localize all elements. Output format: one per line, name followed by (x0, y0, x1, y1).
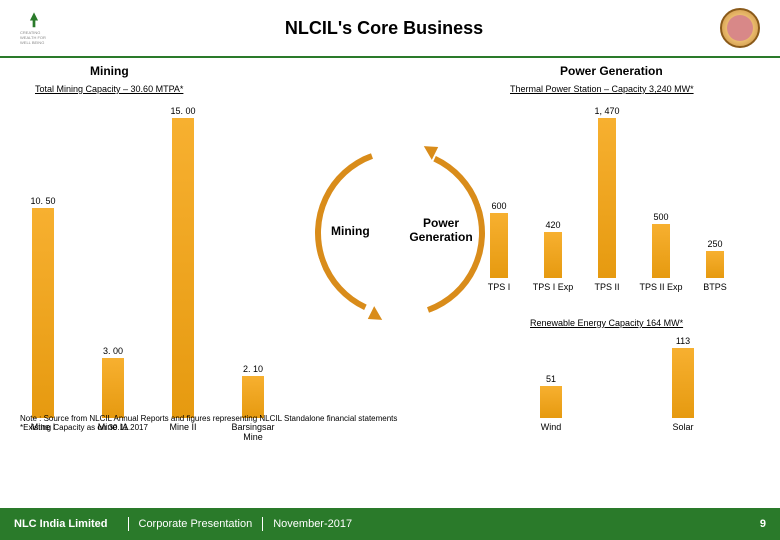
bar-category-label: TPS II Exp (638, 282, 684, 292)
bar (544, 232, 562, 278)
bar (598, 118, 616, 278)
nlc-logo-icon: CREATING WEALTH FOR WELL BEING (20, 11, 48, 45)
footnote: Note : Source from NLCIL Annual Reports … (20, 414, 397, 432)
thermal-header: Power Generation (560, 64, 663, 78)
bar-category-label: TPS I Exp (530, 282, 576, 292)
bar (490, 213, 508, 278)
footer-sep-icon (262, 517, 263, 531)
footer: NLC India Limited Corporate Presentation… (0, 508, 780, 540)
mining-header: Mining (90, 64, 129, 78)
bar (102, 358, 124, 418)
bar (672, 348, 694, 418)
center-diagram: Mining Power Generation (315, 148, 485, 318)
bar (652, 224, 670, 278)
bar-value-label: 2. 10 (232, 364, 274, 374)
footer-date: November-2017 (273, 518, 352, 530)
mining-subheader: Total Mining Capacity – 30.60 MTPA* (35, 84, 183, 94)
bar (32, 208, 54, 418)
content-area: Mining Total Mining Capacity – 30.60 MTP… (0, 58, 780, 478)
footnote-line1: Note : Source from NLCIL Annual Reports … (20, 414, 397, 423)
bar-value-label: 10. 50 (22, 196, 64, 206)
center-left-label: Mining (331, 224, 370, 238)
renewable-subheader: Renewable Energy Capacity 164 MW* (530, 318, 683, 328)
header: CREATING WEALTH FOR WELL BEING NLCIL's C… (0, 0, 780, 58)
logo-subtitle: CREATING WEALTH FOR WELL BEING (20, 30, 48, 45)
center-right-label: Power Generation (405, 216, 477, 244)
bar-value-label: 51 (530, 374, 572, 384)
footnote-line2: *Existing Capacity as on 30.11.2017 (20, 423, 397, 432)
bar-category-label: TPS II (584, 282, 630, 292)
footer-page: 9 (760, 518, 766, 530)
bar (706, 251, 724, 278)
page-title: NLCIL's Core Business (48, 18, 720, 39)
footer-doc: Corporate Presentation (139, 518, 253, 530)
footer-sep-icon (128, 517, 129, 531)
bar-value-label: 420 (534, 220, 572, 230)
bar-value-label: 113 (662, 336, 704, 346)
bar-value-label: 250 (696, 239, 734, 249)
bar-value-label: 3. 00 (92, 346, 134, 356)
bar-value-label: 1, 470 (588, 106, 626, 116)
bar-value-label: 500 (642, 212, 680, 222)
bar (172, 118, 194, 418)
footer-company: NLC India Limited (14, 518, 108, 530)
bar-value-label: 600 (480, 201, 518, 211)
bar (242, 376, 264, 418)
thermal-subheader: Thermal Power Station – Capacity 3,240 M… (510, 84, 694, 94)
bar-category-label: Wind (526, 422, 576, 432)
bar-category-label: Solar (658, 422, 708, 432)
bar (540, 386, 562, 418)
portrait-icon (720, 8, 760, 48)
bar-category-label: BTPS (692, 282, 738, 292)
bar-value-label: 15. 00 (162, 106, 204, 116)
